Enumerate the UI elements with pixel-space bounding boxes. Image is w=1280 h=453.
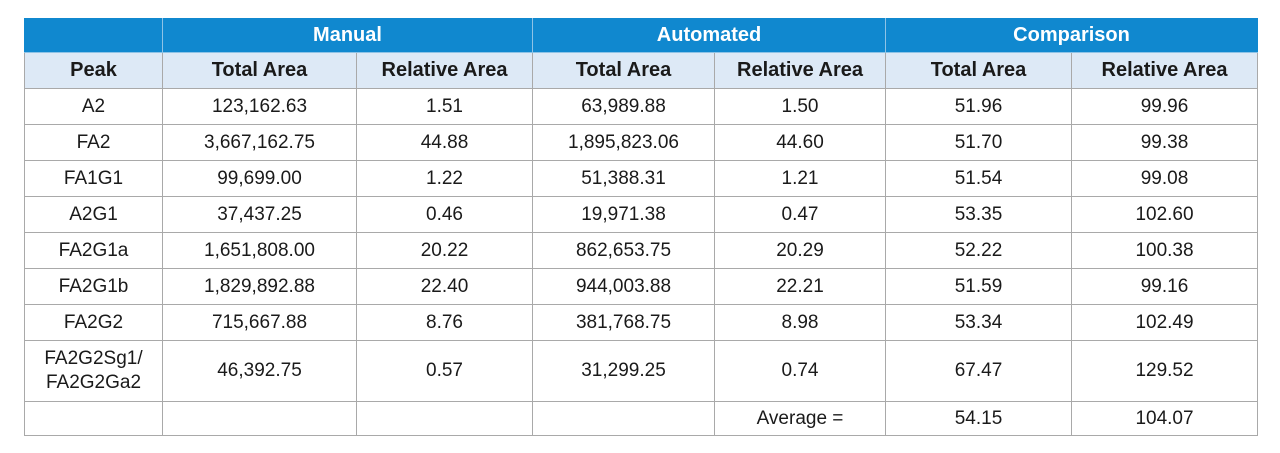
- comparison-total-area-cell: 51.54: [885, 160, 1073, 197]
- automated-total-area-cell: 944,003.88: [532, 268, 715, 305]
- peak-cell: FA2G1a: [24, 232, 163, 269]
- comparison-relative-area-cell: 99.08: [1071, 160, 1259, 197]
- automated-relative-area-cell: 22.21: [713, 268, 887, 305]
- automated-relative-area-cell: 0.74: [713, 340, 887, 402]
- peak-cell: FA2G2Sg1/ FA2G2Ga2: [24, 340, 163, 402]
- automated-total-area-cell: 19,971.38: [532, 196, 715, 233]
- automated-relative-area-cell: 0.47: [713, 196, 887, 233]
- peak-cell: A2G1: [24, 196, 163, 233]
- comparison-relative-area-cell: 99.16: [1071, 268, 1259, 305]
- column-header-automated-relative-area: Relative Area: [713, 52, 887, 89]
- average-label: Average =: [713, 401, 887, 436]
- group-header-automated: Automated: [531, 18, 887, 53]
- peak-cell: FA2G2: [24, 304, 163, 341]
- comparison-total-area-cell: 53.34: [885, 304, 1073, 341]
- automated-total-area-cell: 381,768.75: [532, 304, 715, 341]
- comparison-relative-area-cell: 99.96: [1071, 88, 1259, 125]
- average-comparison-relative-area: 104.07: [1071, 401, 1259, 436]
- manual-total-area-cell: 1,829,892.88: [162, 268, 357, 305]
- peak-cell: FA1G1: [24, 160, 163, 197]
- column-header-automated-total-area: Total Area: [532, 52, 715, 89]
- automated-total-area-cell: 31,299.25: [532, 340, 715, 402]
- peak-cell: A2: [24, 88, 163, 125]
- manual-total-area-cell: 99,699.00: [162, 160, 357, 197]
- table-row: FA2G1a 1,651,808.00 20.22 862,653.75 20.…: [24, 232, 1259, 269]
- peak-cell: FA2: [24, 124, 163, 161]
- average-blank-cell: [532, 401, 715, 436]
- average-comparison-total-area: 54.15: [885, 401, 1073, 436]
- average-row: Average = 54.15 104.07: [24, 401, 1259, 436]
- manual-relative-area-cell: 20.22: [356, 232, 533, 269]
- comparison-relative-area-cell: 100.38: [1071, 232, 1259, 269]
- manual-total-area-cell: 715,667.88: [162, 304, 357, 341]
- comparison-relative-area-cell: 102.49: [1071, 304, 1259, 341]
- automated-total-area-cell: 63,989.88: [532, 88, 715, 125]
- comparison-total-area-cell: 51.96: [885, 88, 1073, 125]
- comparison-total-area-cell: 67.47: [885, 340, 1073, 402]
- automated-total-area-cell: 1,895,823.06: [532, 124, 715, 161]
- automated-relative-area-cell: 1.21: [713, 160, 887, 197]
- comparison-total-area-cell: 51.70: [885, 124, 1073, 161]
- automated-total-area-cell: 51,388.31: [532, 160, 715, 197]
- table-row: FA2G2 715,667.88 8.76 381,768.75 8.98 53…: [24, 304, 1259, 341]
- manual-total-area-cell: 46,392.75: [162, 340, 357, 402]
- comparison-total-area-cell: 53.35: [885, 196, 1073, 233]
- group-header-manual: Manual: [162, 18, 533, 53]
- automated-relative-area-cell: 8.98: [713, 304, 887, 341]
- manual-relative-area-cell: 8.76: [356, 304, 533, 341]
- manual-relative-area-cell: 0.46: [356, 196, 533, 233]
- automated-total-area-cell: 862,653.75: [532, 232, 715, 269]
- manual-total-area-cell: 123,162.63: [162, 88, 357, 125]
- column-header-peak: Peak: [24, 52, 163, 89]
- manual-relative-area-cell: 1.51: [356, 88, 533, 125]
- column-header-manual-relative-area: Relative Area: [356, 52, 533, 89]
- table-row: FA2G2Sg1/ FA2G2Ga2 46,392.75 0.57 31,299…: [24, 340, 1259, 402]
- manual-relative-area-cell: 1.22: [356, 160, 533, 197]
- comparison-total-area-cell: 52.22: [885, 232, 1073, 269]
- automated-relative-area-cell: 20.29: [713, 232, 887, 269]
- comparison-relative-area-cell: 102.60: [1071, 196, 1259, 233]
- column-header-row: Peak Total Area Relative Area Total Area…: [24, 52, 1259, 89]
- automated-relative-area-cell: 44.60: [713, 124, 887, 161]
- manual-total-area-cell: 37,437.25: [162, 196, 357, 233]
- average-blank-cell: [356, 401, 533, 436]
- table-row: FA2 3,667,162.75 44.88 1,895,823.06 44.6…: [24, 124, 1259, 161]
- comparison-relative-area-cell: 99.38: [1071, 124, 1259, 161]
- manual-relative-area-cell: 44.88: [356, 124, 533, 161]
- peak-cell: FA2G1b: [24, 268, 163, 305]
- average-blank-cell: [24, 401, 163, 436]
- automated-relative-area-cell: 1.50: [713, 88, 887, 125]
- column-header-comparison-relative-area: Relative Area: [1071, 52, 1259, 89]
- table-row: FA2G1b 1,829,892.88 22.40 944,003.88 22.…: [24, 268, 1259, 305]
- average-blank-cell: [162, 401, 357, 436]
- peak-area-table: Manual Automated Comparison Peak Total A…: [24, 18, 1259, 436]
- table-row: A2G1 37,437.25 0.46 19,971.38 0.47 53.35…: [24, 196, 1259, 233]
- comparison-total-area-cell: 51.59: [885, 268, 1073, 305]
- column-header-manual-total-area: Total Area: [162, 52, 357, 89]
- manual-relative-area-cell: 22.40: [356, 268, 533, 305]
- group-header-blank: [24, 18, 163, 53]
- column-header-comparison-total-area: Total Area: [885, 52, 1073, 89]
- manual-total-area-cell: 1,651,808.00: [162, 232, 357, 269]
- comparison-relative-area-cell: 129.52: [1071, 340, 1259, 402]
- table-row: A2 123,162.63 1.51 63,989.88 1.50 51.96 …: [24, 88, 1259, 125]
- group-header-row: Manual Automated Comparison: [24, 18, 1259, 53]
- manual-relative-area-cell: 0.57: [356, 340, 533, 402]
- group-header-comparison: Comparison: [885, 18, 1259, 53]
- manual-total-area-cell: 3,667,162.75: [162, 124, 357, 161]
- table-row: FA1G1 99,699.00 1.22 51,388.31 1.21 51.5…: [24, 160, 1259, 197]
